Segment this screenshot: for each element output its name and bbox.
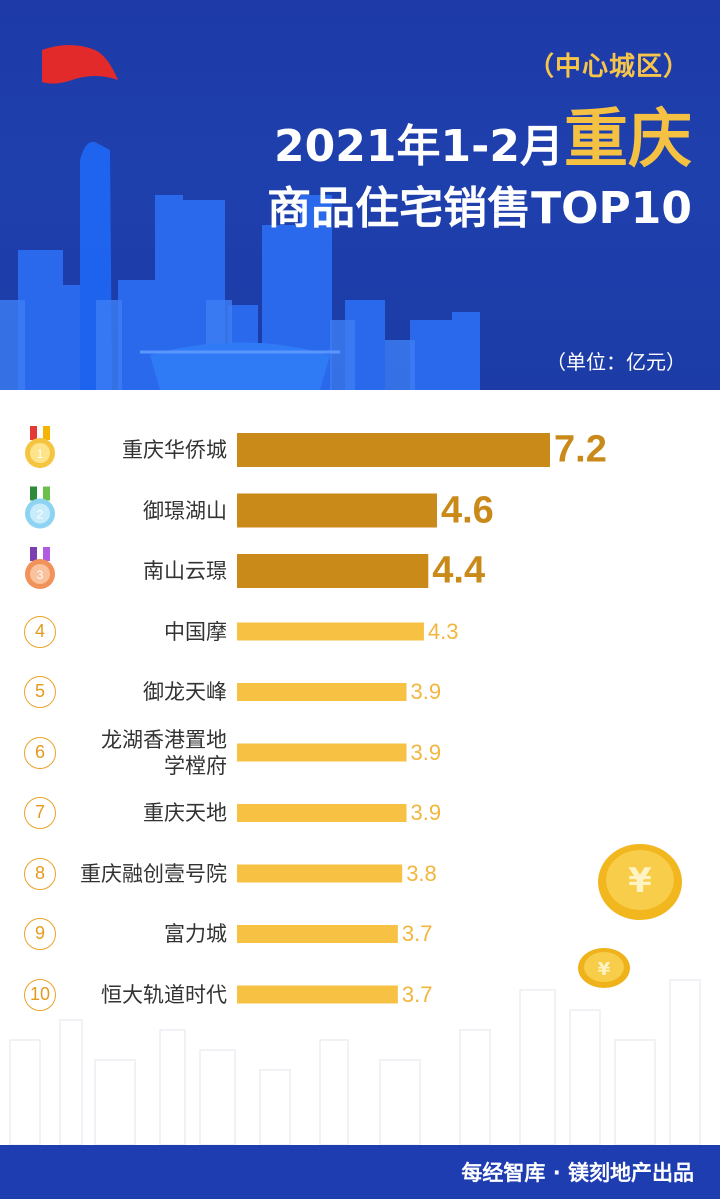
- rank-badge-8: 8: [24, 857, 56, 890]
- bar-10: [237, 985, 398, 1004]
- category-label-4: 中国摩: [164, 619, 227, 644]
- svg-text:¥: ¥: [628, 861, 652, 901]
- category-label-8: 重庆融创壹号院: [80, 861, 227, 886]
- chart-area: ¥ ¥ 1 2 3 7.2 重庆华侨城 4.6 御璟湖山 4.4 南山云璟 4.3 中国摩 4 3.9…: [0, 390, 720, 1145]
- category-label-3: 南山云璟: [143, 559, 227, 583]
- title-city-highlight: 重庆: [564, 103, 692, 177]
- value-label-5: 3.9: [410, 679, 442, 704]
- category-label-5: 御龙天峰: [143, 680, 227, 704]
- page-title-line1: 2021年1-2月重庆: [274, 88, 692, 180]
- small-gold-coin-icon: ¥: [578, 948, 630, 988]
- value-label-1: 7.2: [554, 428, 607, 471]
- footer-credit: 每经智库 · 镁刻地产出品: [461, 1161, 694, 1185]
- bar-7: [237, 804, 407, 822]
- bar-5: [237, 683, 407, 701]
- svg-text:¥: ¥: [598, 959, 611, 980]
- value-label-6: 3.9: [410, 739, 442, 765]
- value-label-7: 3.9: [410, 800, 442, 825]
- value-label-9: 3.7: [401, 921, 433, 946]
- svg-text:2: 2: [37, 508, 44, 522]
- bar-3: [237, 554, 429, 588]
- footer-bar: 每经智库 · 镁刻地产出品: [0, 1145, 720, 1199]
- bar-9: [237, 925, 398, 943]
- bar-chart-svg: ¥ ¥ 1 2 3: [25, 426, 682, 1004]
- rank-badge-7: 7: [24, 797, 56, 829]
- page-title-line2: 商品住宅销售TOP10: [267, 183, 692, 234]
- rank-badge-5: 5: [24, 676, 56, 708]
- rank-badge-10: 10: [24, 978, 56, 1011]
- category-label-1: 重庆华侨城: [122, 438, 227, 462]
- gold-medal-icon: 1: [25, 426, 55, 468]
- bar-2: [237, 493, 437, 528]
- city-skyline-illustration: [0, 141, 480, 390]
- category-label-10: 恒大轨道时代: [101, 982, 227, 1007]
- svg-text:1: 1: [37, 447, 44, 461]
- value-label-4: 4.3: [427, 618, 459, 644]
- red-flag-icon: [42, 45, 118, 84]
- bar-8: [237, 864, 403, 883]
- bar-4: [237, 622, 424, 641]
- bar-6: [237, 743, 407, 762]
- title-year-month: 2021年1-2月: [274, 121, 564, 172]
- rank-badge-9: 9: [24, 918, 56, 950]
- rank-badge-6: 6: [24, 736, 56, 769]
- rank-badge-4: 4: [24, 615, 56, 648]
- svg-text:3: 3: [37, 568, 44, 582]
- background-city-outline: [9, 979, 701, 1145]
- gold-coin-icon: ¥: [598, 844, 682, 920]
- bronze-medal-icon: 3: [25, 547, 55, 589]
- silver-medal-icon: 2: [25, 486, 55, 529]
- value-label-10: 3.7: [401, 981, 433, 1007]
- value-label-2: 4.6: [440, 489, 494, 531]
- value-label-8: 3.8: [406, 860, 437, 886]
- header-banner: （中心城区） 2021年1-2月重庆 商品住宅销售TOP10 （单位：亿元）: [0, 0, 720, 390]
- bar-1: [237, 433, 550, 467]
- value-label-3: 4.4: [432, 549, 486, 592]
- unit-label: （单位：亿元）: [546, 350, 686, 374]
- category-label-7: 重庆天地: [143, 801, 227, 825]
- category-label-2: 御璟湖山: [143, 498, 227, 523]
- subtitle: （中心城区）: [527, 52, 690, 82]
- category-label-6: 龙湖香港置地 学樘府: [101, 727, 227, 778]
- category-label-9: 富力城: [164, 922, 227, 946]
